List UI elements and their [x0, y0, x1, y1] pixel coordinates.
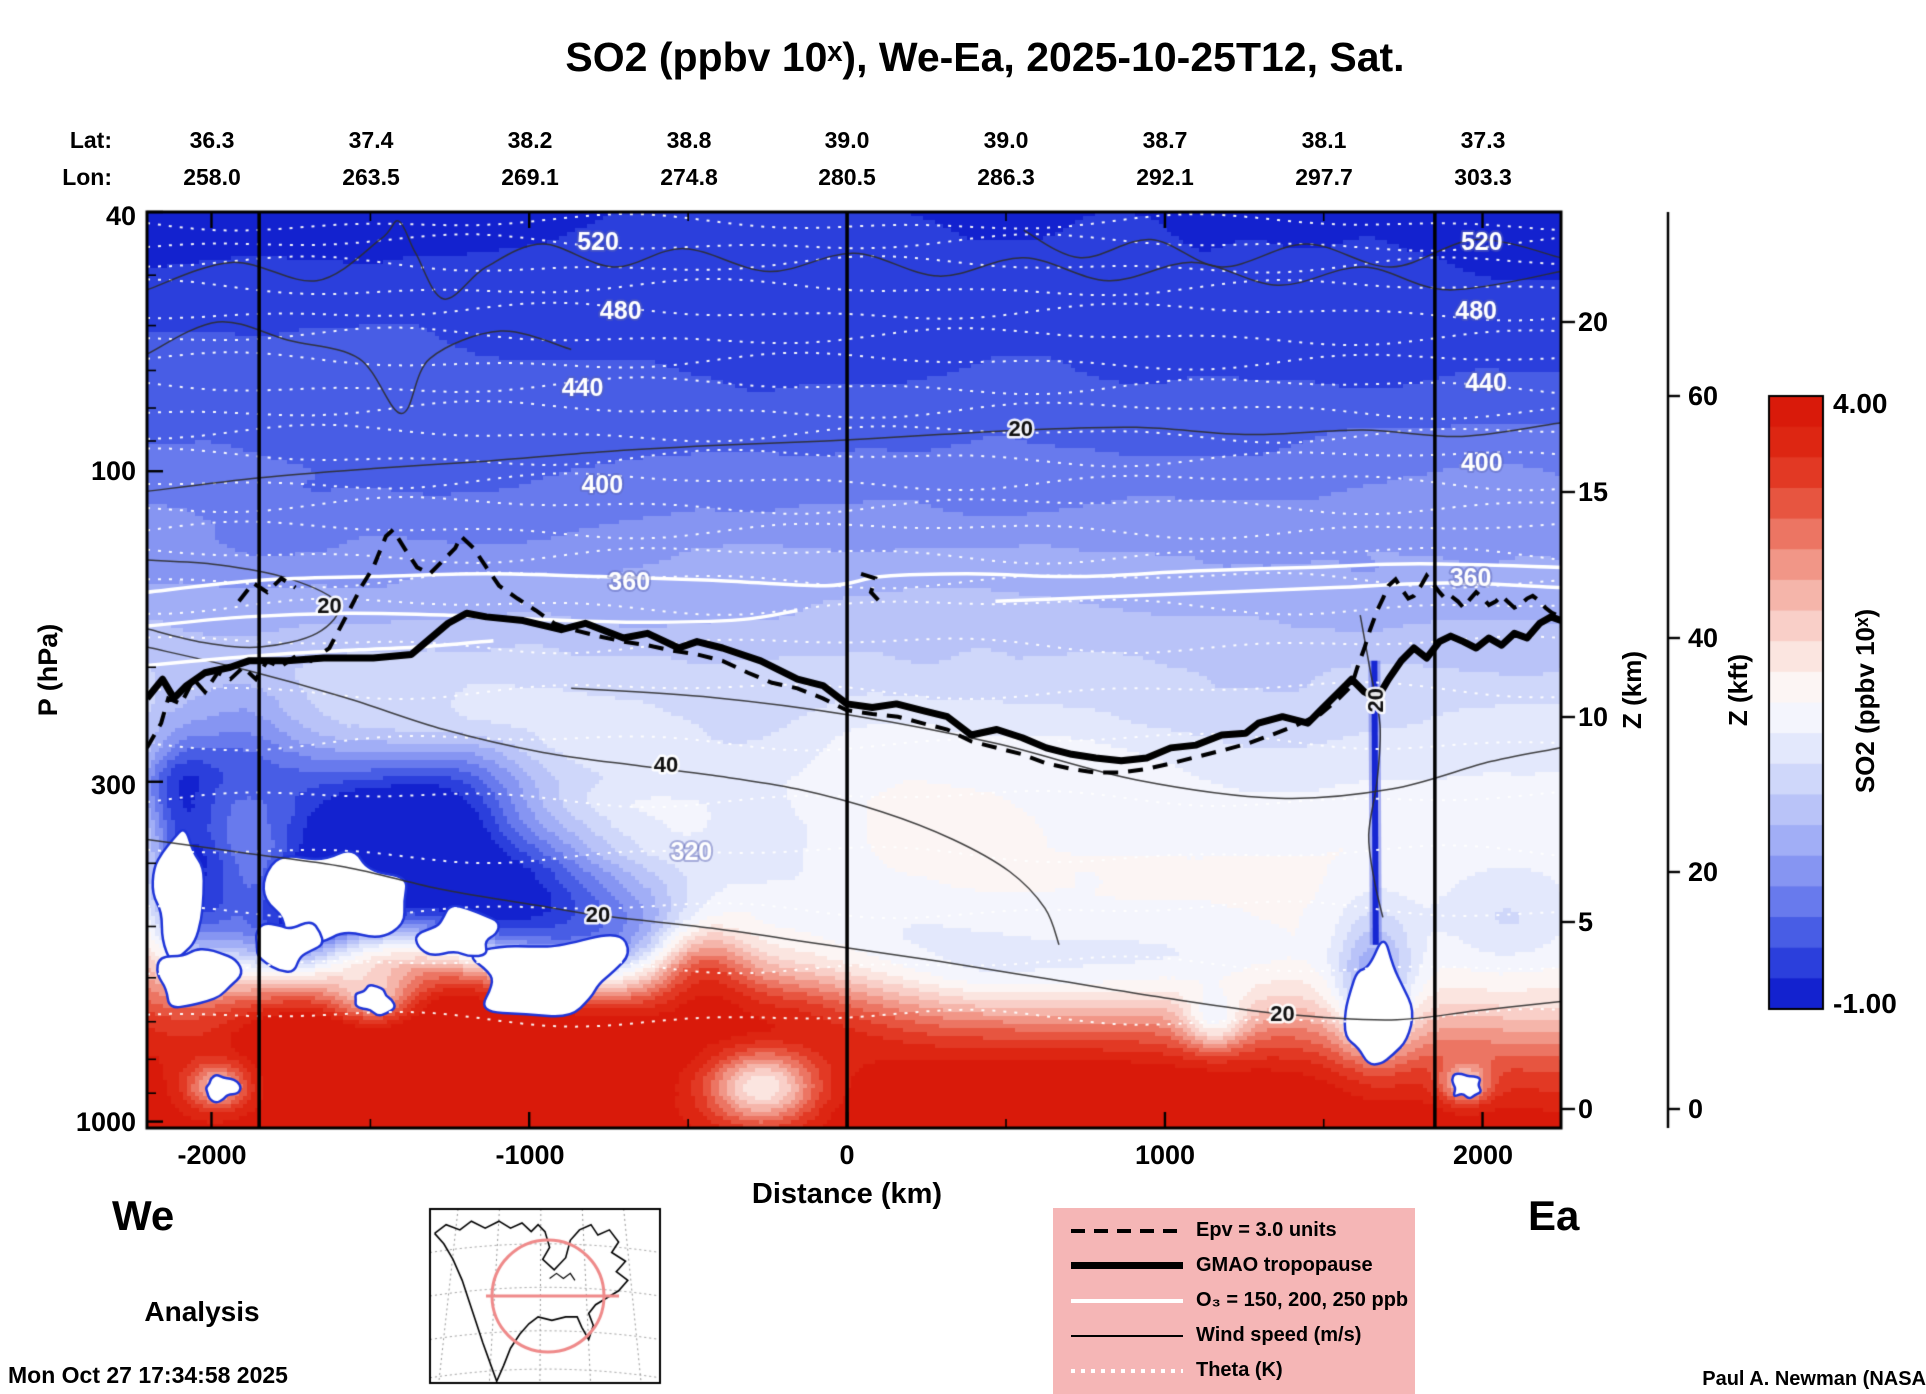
legend-line-sample-dashed-black: [1071, 1228, 1183, 1233]
lat-value: 38.1: [1301, 127, 1347, 153]
legend-item: Epv = 3.0 units: [1053, 1213, 1415, 1248]
legend-line-sample-white-dotted: [1071, 1368, 1183, 1373]
pressure-tick-label: 100: [90, 456, 136, 486]
lon-value: 269.1: [501, 164, 559, 190]
altitude-kft-tick-label: 60: [1688, 381, 1719, 411]
legend-line-sample-thin-black: [1071, 1334, 1183, 1337]
altitude-km-tick-label: 5: [1578, 907, 1594, 937]
lon-value: 286.3: [977, 164, 1035, 190]
lon-value: 258.0: [183, 164, 241, 190]
distance-tick-label: -2000: [177, 1140, 247, 1170]
lat-value: 39.0: [824, 127, 870, 153]
analysis-label: Analysis: [144, 1296, 260, 1327]
legend-item-label: O₃ = 150, 200, 250 ppb: [1196, 1289, 1409, 1311]
distance-tick-label: -1000: [495, 1140, 565, 1170]
legend-line-sample-thick-black: [1071, 1262, 1183, 1269]
pressure-tick-label: 300: [90, 770, 136, 800]
legend-item: O₃ = 150, 200, 250 ppb: [1053, 1283, 1415, 1318]
pressure-tick-label: 1000: [75, 1107, 136, 1137]
page-title: SO2 (ppbv 10ˣ), We-Ea, 2025-10-25T12, Sa…: [565, 34, 1405, 80]
colorbar-min-label: -1.00: [1833, 988, 1897, 1019]
altitude-km-tick-label: 10: [1578, 702, 1609, 732]
lon-value: 280.5: [818, 164, 876, 190]
altitude-kft-tick-label: 0: [1688, 1094, 1704, 1124]
lon-value: 263.5: [342, 164, 400, 190]
legend-item-label: Theta (K): [1196, 1359, 1283, 1381]
colorbar-max-label: 4.00: [1833, 388, 1888, 419]
distance-axis-title: Distance (km): [751, 1178, 943, 1210]
altitude-kft-tick-label: 40: [1688, 623, 1719, 653]
lat-value: 38.8: [666, 127, 712, 153]
altitude-kft-tick-label: 20: [1688, 857, 1719, 887]
lat-value: 37.4: [348, 127, 394, 153]
lat-value: 36.3: [189, 127, 235, 153]
lon-value: 303.3: [1454, 164, 1512, 190]
lat-axis-label: Lat:: [69, 127, 112, 153]
distance-tick-label: 2000: [1452, 1140, 1514, 1170]
legend-item-label: Epv = 3.0 units: [1196, 1219, 1337, 1241]
legend-item-label: Wind speed (m/s): [1196, 1324, 1362, 1346]
pressure-axis-title: P (hPa): [33, 623, 63, 717]
east-endpoint-label: Ea: [1528, 1192, 1580, 1239]
colorbar-title: SO2 (ppbv 10ˣ): [1850, 608, 1880, 794]
lon-value: 297.7: [1295, 164, 1353, 190]
legend-item: Theta (K): [1053, 1353, 1415, 1388]
pressure-tick-label: 40: [105, 201, 136, 231]
footer-timestamp: Mon Oct 27 17:34:58 2025: [8, 1362, 288, 1388]
legend-item: Wind speed (m/s): [1053, 1318, 1415, 1353]
legend-item: GMAO tropopause: [1053, 1248, 1415, 1283]
lat-value: 39.0: [983, 127, 1029, 153]
altitude-kft-axis-title: Z (kft): [1723, 653, 1753, 727]
altitude-km-tick-label: 0: [1578, 1094, 1594, 1124]
lat-value: 37.3: [1460, 127, 1506, 153]
lon-value: 292.1: [1136, 164, 1194, 190]
distance-tick-label: 0: [839, 1140, 855, 1170]
lat-value: 38.2: [507, 127, 553, 153]
legend: Epv = 3.0 units GMAO tropopause O₃ = 150, …: [1053, 1208, 1415, 1394]
altitude-km-tick-label: 15: [1578, 477, 1609, 507]
lat-value: 38.7: [1142, 127, 1188, 153]
lon-value: 274.8: [660, 164, 718, 190]
legend-line-sample-white-solid: [1071, 1298, 1183, 1303]
lon-axis-label: Lon:: [62, 164, 112, 190]
footer-credit: Paul A. Newman (NASA: [1702, 1368, 1926, 1390]
west-endpoint-label: We: [112, 1192, 175, 1239]
legend-item-label: GMAO tropopause: [1196, 1254, 1373, 1276]
altitude-km-tick-label: 20: [1578, 307, 1609, 337]
distance-tick-label: 1000: [1134, 1140, 1196, 1170]
altitude-km-axis-title: Z (km): [1617, 651, 1647, 729]
